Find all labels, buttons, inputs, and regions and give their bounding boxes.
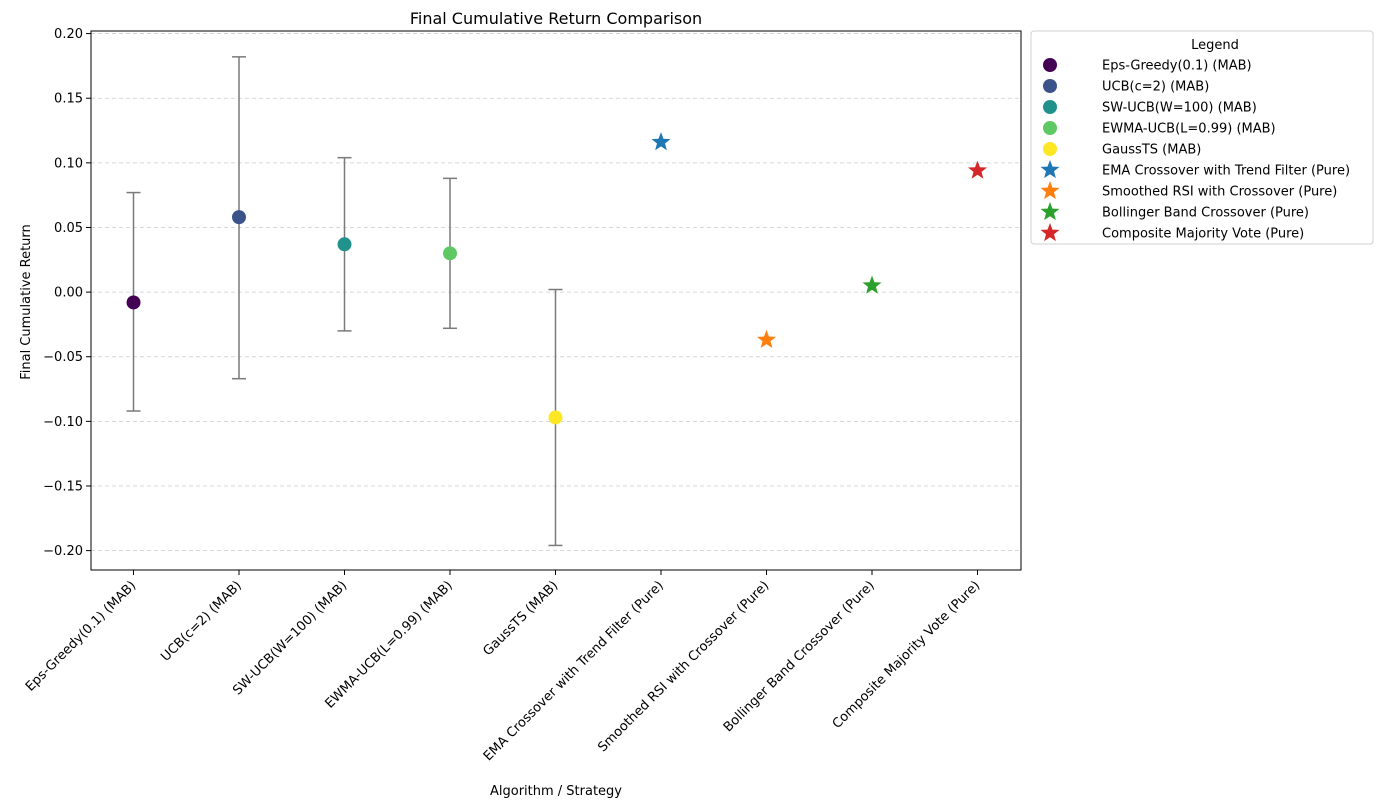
y-tick-label: −0.15 [43,479,83,494]
legend-item: EMA Crossover with Trend Filter (Pure) [1040,160,1350,179]
y-tick-label: 0.10 [54,156,83,171]
legend-item: SW-UCB(W=100) (MAB) [1043,100,1257,116]
legend-marker-circle [1043,58,1057,72]
legend-items: Eps-Greedy(0.1) (MAB) UCB(c=2) (MAB) SW-UC… [1040,58,1350,242]
x-tick-label: GaussTS (MAB) [480,578,561,659]
y-tick-label: 0.05 [54,221,83,236]
y-axis: 0.20 0.15 0.10 0.05 0.00 −0.05 −0.10 −0.15 −0.20 [43,27,91,559]
legend-label: SW-UCB(W=100) (MAB) [1102,101,1257,116]
legend-marker-circle [1043,121,1057,135]
y-tick-label: −0.10 [43,415,83,430]
data-point-circle [232,210,246,225]
legend-item: Eps-Greedy(0.1) (MAB) [1043,58,1252,74]
data-point-circle [126,295,141,310]
legend-marker-star [1040,160,1060,179]
legend-label: Smoothed RSI with Crossover (Pure) [1102,185,1337,200]
legend-label: Bollinger Band Crossover (Pure) [1102,206,1309,221]
legend-item: Bollinger Band Crossover (Pure) [1040,202,1309,221]
y-tick-label: 0.20 [54,27,83,42]
legend-item: Composite Majority Vote (Pure) [1040,223,1304,242]
x-axis: Eps-Greedy(0.1) (MAB) UCB(c=2) (MAB)SW-UC… [23,570,983,764]
legend: Legend Eps-Greedy(0.1) (MAB) UCB(c=2) (MA… [1030,30,1374,245]
data-point-star [756,329,777,349]
data-point-circle [443,246,457,261]
x-tick-label: Eps-Greedy(0.1) (MAB) [23,578,139,694]
data-point-star [862,275,882,294]
y-tick-label: 0.15 [54,92,83,107]
data-point-circle [548,410,563,425]
x-tick-label: Smoothed RSI with Crossover (Pure) [595,578,772,755]
legend-item: EWMA-UCB(L=0.99) (MAB) [1043,121,1276,137]
legend-item: UCB(c=2) (MAB) [1043,79,1209,95]
legend-label: EWMA-UCB(L=0.99) (MAB) [1102,122,1276,137]
data-point-circle [337,237,352,252]
y-tick-label: 0.00 [54,286,83,301]
legend-label: Eps-Greedy(0.1) (MAB) [1102,59,1252,74]
y-tick-label: −0.05 [43,350,83,365]
error-bars [126,56,563,547]
x-axis-label: Algorithm / Strategy [490,784,622,799]
legend-title: Legend [1191,38,1239,53]
legend-label: Composite Majority Vote (Pure) [1102,227,1304,242]
data-point-star [967,160,988,179]
legend-item: Smoothed RSI with Crossover (Pure) [1040,181,1337,200]
x-tick-label: EWMA-UCB(L=0.99) (MAB) [322,578,455,711]
legend-marker-circle [1043,100,1057,114]
legend-marker-star [1040,223,1060,242]
legend-marker-star [1040,181,1060,200]
data-points [126,132,988,425]
x-tick-label: EMA Crossover with Trend Filter (Pure) [481,578,667,764]
legend-frame [1030,30,1374,245]
x-tick-label: UCB(c=2) (MAB) [158,578,244,664]
legend-item: GaussTS (MAB) [1043,142,1201,158]
chart-title: Final Cumulative Return Comparison [410,9,702,28]
legend-label: GaussTS (MAB) [1102,143,1201,158]
legend-marker-circle [1043,142,1057,156]
legend-marker-circle [1043,79,1057,93]
legend-marker-star [1040,202,1060,221]
y-axis-label: Final Cumulative Return [19,224,34,380]
legend-label: EMA Crossover with Trend Filter (Pure) [1102,164,1350,179]
x-tick-label: SW-UCB(W=100) (MAB) [230,578,350,698]
legend-label: UCB(c=2) (MAB) [1102,80,1209,95]
data-point-star [651,132,671,151]
y-tick-label: −0.20 [43,544,83,559]
